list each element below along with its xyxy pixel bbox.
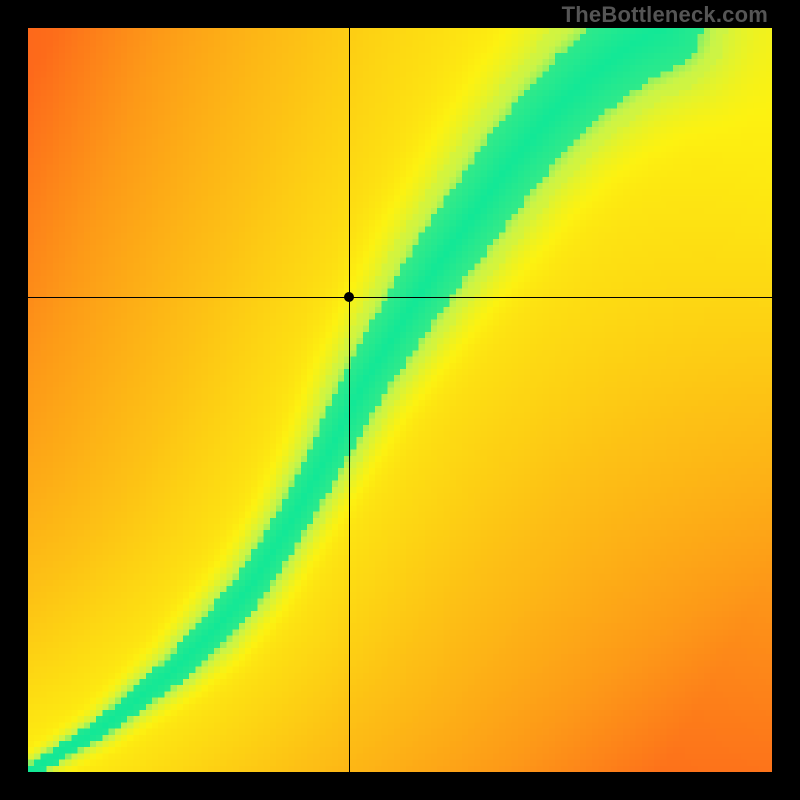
crosshair-horizontal	[28, 297, 772, 298]
watermark-text: TheBottleneck.com	[562, 2, 768, 28]
crosshair-vertical	[349, 28, 350, 772]
chart-stage: TheBottleneck.com	[0, 0, 800, 800]
bottleneck-heatmap	[28, 28, 772, 772]
